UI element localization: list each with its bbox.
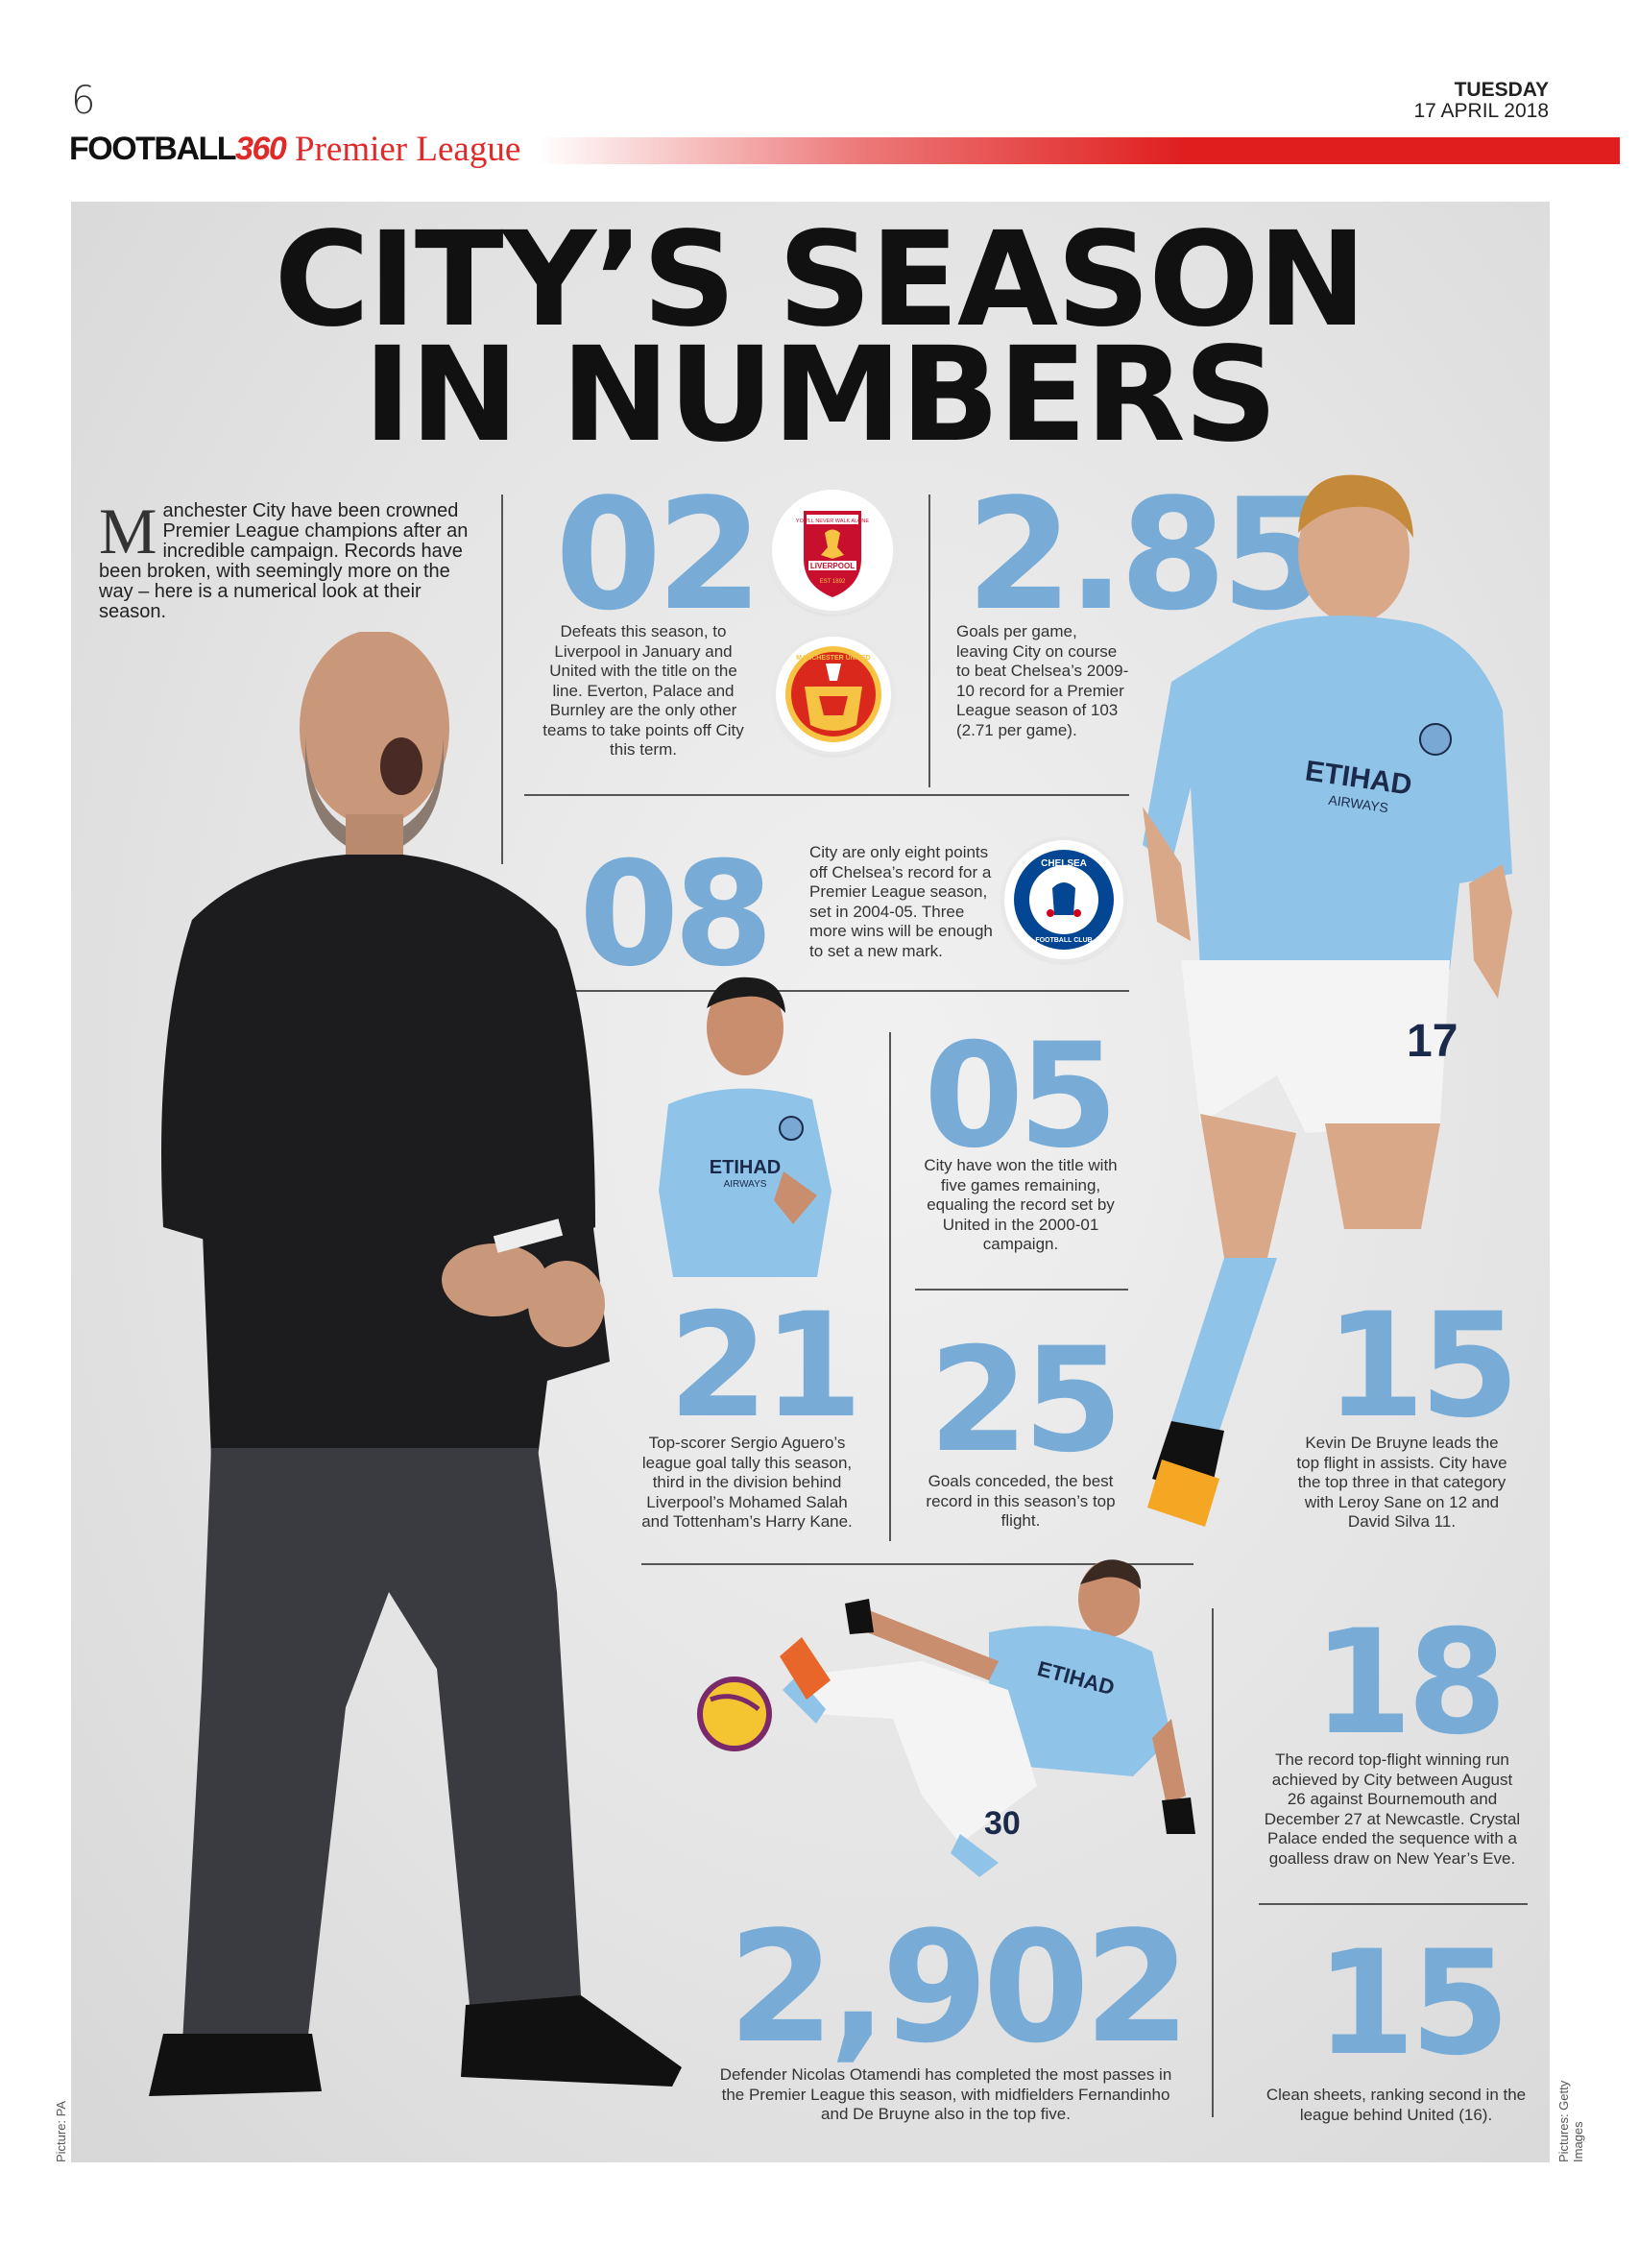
divider-v-1 xyxy=(501,495,503,864)
de-bruyne-photo: ETIHAD AIRWAYS 17 xyxy=(1143,474,1512,1527)
stat-caption-points-off-record: City are only eight points off Chelsea’s… xyxy=(809,843,993,960)
brand-text: FOOTBALL xyxy=(69,131,237,167)
manchester-united-crest-icon: MANCHESTER UNITED xyxy=(776,637,891,752)
divider-h-3 xyxy=(915,1289,1128,1291)
stat-number-clean-sheets: 15 xyxy=(1315,1920,1510,2087)
otamendi-photo: ETIHAD 30 xyxy=(697,1559,1195,1877)
photo-credit-right: Pictures: Getty Images xyxy=(1556,2080,1585,2162)
brand-number: 360 xyxy=(235,131,287,167)
kdb-shorts-number: 17 xyxy=(1407,1016,1458,1067)
stat-caption-defeats: Defeats this season, to Liverpool in Jan… xyxy=(542,622,744,759)
stat-caption-otamendi-passes: Defender Nicolas Otamendi has completed … xyxy=(719,2065,1172,2123)
stat-number-aguero-goals: 21 xyxy=(668,1283,863,1450)
page-number: 6 xyxy=(71,79,96,123)
stat-number-goals-per-game: 2.85 xyxy=(966,465,1328,644)
stat-caption-winning-run: The record top-flight winning run achiev… xyxy=(1264,1750,1521,1868)
issue-date: 17 APRIL 2018 xyxy=(1413,100,1550,122)
aguero-photo: ETIHAD AIRWAYS xyxy=(659,977,832,1277)
stat-caption-de-bruyne-assists: Kevin De Bruyne leads the top flight in … xyxy=(1296,1434,1507,1531)
stat-number-de-bruyne-assists: 15 xyxy=(1325,1283,1520,1450)
brand-logo: FOOTBALL360 xyxy=(69,131,287,168)
liverpool-crest-icon: YOU'LL NEVER WALK ALONE LIVERPOOL EST 18… xyxy=(772,490,893,611)
stat-number-defeats: 02 xyxy=(555,465,763,644)
stat-caption-clean-sheets: Clean sheets, ranking second in the leag… xyxy=(1265,2086,1527,2124)
manager-photo xyxy=(149,632,682,2096)
chelsea-crest-icon: CHELSEA FOOTBALL CLUB xyxy=(1004,840,1123,959)
headline-line-1: CITY’S SEASON xyxy=(274,205,1366,356)
chelsea-label: CHELSEA xyxy=(1041,858,1087,869)
stat-number-goals-conceded: 25 xyxy=(928,1317,1123,1484)
issue-day: TUESDAY xyxy=(1454,79,1549,101)
liverpool-label: LIVERPOOL xyxy=(810,562,855,570)
aguero-shirt-sponsor-sub: AIRWAYS xyxy=(724,1179,767,1190)
photo-credit-left: Picture: PA xyxy=(54,2100,68,2162)
aguero-shirt-sponsor: ETIHAD xyxy=(710,1157,781,1178)
divider-h-2 xyxy=(524,990,1129,992)
liverpool-est: EST 1892 xyxy=(820,579,846,585)
stat-caption-aguero-goals: Top-scorer Sergio Aguero’s league goal t… xyxy=(641,1434,853,1531)
stat-caption-goals-conceded: Goals conceded, the best record in this … xyxy=(926,1472,1116,1530)
divider-v-4 xyxy=(1212,1608,1214,2117)
intro-body: anchester City have been crowned Premier… xyxy=(99,500,469,622)
headline-line-2: IN NUMBERS xyxy=(363,320,1278,471)
united-label: MANCHESTER UNITED xyxy=(796,655,870,662)
stat-caption-goals-per-game: Goals per game, leaving City on course t… xyxy=(956,622,1129,739)
intro-dropcap: M xyxy=(99,495,157,567)
stat-number-winning-run: 18 xyxy=(1313,1600,1507,1767)
section-title: Premier League xyxy=(295,130,521,169)
stat-caption-games-remaining: City have won the title with five games … xyxy=(924,1156,1118,1253)
stat-number-points-off-record: 08 xyxy=(579,832,774,999)
divider-v-2 xyxy=(928,495,930,787)
stat-number-games-remaining: 05 xyxy=(924,1013,1119,1180)
chelsea-sub: FOOTBALL CLUB xyxy=(1035,937,1092,944)
divider-h-4 xyxy=(641,1563,1193,1565)
divider-h-1 xyxy=(524,794,1129,796)
divider-v-3 xyxy=(889,1032,891,1541)
stat-number-otamendi-passes: 2,902 xyxy=(728,1897,1191,2077)
liverpool-motto: YOU'LL NEVER WALK ALONE xyxy=(796,519,869,524)
otamendi-shorts-number: 30 xyxy=(984,1805,1021,1842)
header-rule xyxy=(538,137,1620,164)
divider-h-5 xyxy=(1259,1903,1528,1905)
